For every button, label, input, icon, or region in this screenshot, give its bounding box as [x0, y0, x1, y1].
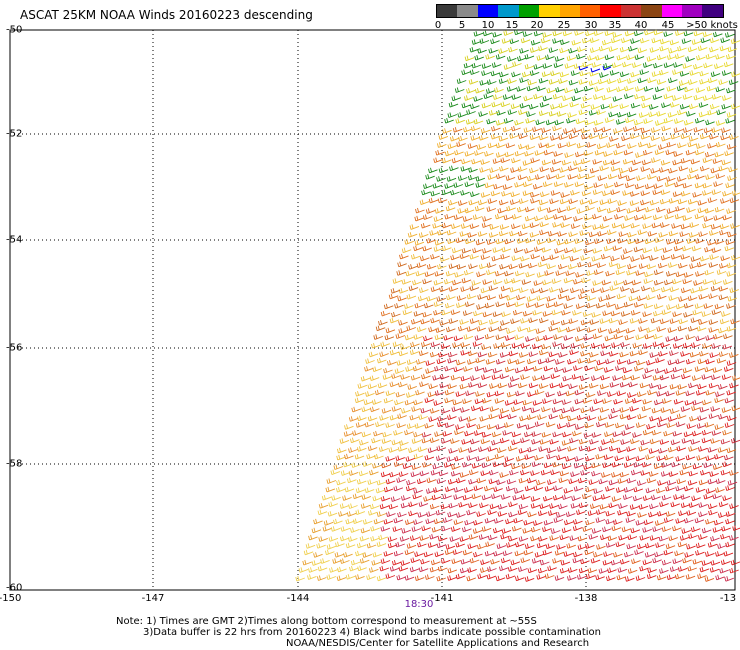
colorbar-tick-label: 20	[530, 20, 544, 31]
lon-label: -147	[141, 593, 165, 604]
colorbar-swatch	[641, 5, 662, 17]
colorbar-swatch	[477, 5, 499, 17]
wind-barb-group	[578, 65, 612, 73]
wind-barb-group	[373, 246, 736, 341]
wind-barb-group	[404, 125, 740, 246]
colorbar-tick-label: 35	[608, 20, 622, 31]
colorbar-tick-label: 40	[634, 20, 648, 31]
lon-label: -138	[574, 593, 598, 604]
map-title: ASCAT 25KM NOAA Winds 20160223 descendin…	[20, 8, 313, 22]
wind-barb-group	[421, 29, 739, 198]
wind-barb-group	[336, 245, 740, 461]
note-line-2: 3)Data buffer is 22 hrs from 20160223 4)…	[143, 627, 601, 638]
note-line-1: Note: 1) Times are GMT 2)Times along bot…	[116, 616, 537, 627]
colorbar-swatch	[559, 5, 580, 17]
wind-barb-group	[295, 461, 388, 582]
pass-time-label: 18:30	[404, 599, 434, 610]
note-line-3: NOAA/NESDIS/Center for Satellite Applica…	[286, 638, 590, 649]
lat-label: -52	[6, 128, 23, 140]
colorbar-labels: 0 5 10 15 20 25 30 35 40 45 >50 knots	[0, 20, 740, 34]
colorbar-tick-label: 25	[557, 20, 571, 31]
wind-speed-colorbar	[436, 4, 724, 18]
lat-label: -50	[6, 24, 23, 36]
colorbar-swatch	[661, 5, 683, 17]
wind-barb-group	[558, 29, 740, 126]
lat-label: -56	[6, 342, 23, 354]
colorbar-swatch	[498, 5, 519, 17]
colorbar-tick-label: 0	[434, 20, 442, 31]
colorbar-tick-label: 30	[584, 20, 598, 31]
colorbar-tick-label: >50 knots	[686, 20, 738, 31]
colorbar-swatch	[539, 5, 560, 17]
wind-barb-group	[380, 455, 739, 582]
colorbar-swatch	[518, 5, 540, 17]
lon-label: -141	[430, 593, 454, 604]
wind-barb-group	[380, 125, 740, 461]
colorbar-tick-label: 5	[458, 20, 466, 31]
colorbar-swatch	[457, 5, 478, 17]
colorbar-swatch	[702, 5, 723, 17]
colorbar-tick-label: 10	[481, 20, 495, 31]
lat-label: -60	[6, 582, 23, 594]
lon-label: -144	[286, 593, 310, 604]
lat-label: -58	[6, 458, 23, 470]
colorbar-tick-label: 45	[661, 20, 675, 31]
colorbar-swatch	[620, 5, 642, 17]
lat-label: -54	[6, 234, 23, 246]
colorbar-swatch	[600, 5, 621, 17]
wind-barb-group	[420, 335, 740, 461]
map-frame	[9, 29, 736, 591]
lon-label: -13	[719, 593, 737, 604]
colorbar-swatch	[579, 5, 601, 17]
wind-barbs	[295, 29, 740, 582]
lon-label: -150	[0, 593, 22, 604]
wind-barb-group	[455, 30, 568, 126]
wind-barb-group	[381, 455, 739, 582]
colorbar-swatch	[682, 5, 703, 17]
wind-barb-group	[302, 463, 387, 582]
lat-lon-grid	[10, 30, 735, 590]
colorbar-swatch	[437, 5, 458, 17]
wind-barb-group	[343, 341, 426, 460]
wind-barb-group	[379, 334, 740, 582]
colorbar-tick-label: 15	[505, 20, 519, 31]
